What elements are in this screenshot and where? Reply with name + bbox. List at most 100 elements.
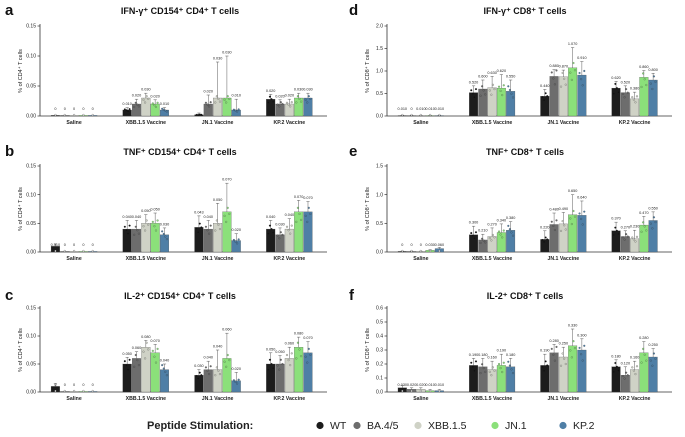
data-point <box>484 241 487 244</box>
data-point <box>438 113 441 117</box>
data-point <box>543 240 546 243</box>
bar-kp-2 <box>303 352 313 393</box>
value-label: 0.190 <box>540 349 550 353</box>
data-point <box>136 229 139 232</box>
data-point <box>73 249 76 253</box>
value-label: 0.030 <box>398 383 408 387</box>
legend-swatch-jn-1 <box>491 421 499 430</box>
data-point <box>279 101 282 104</box>
bar-kp-2 <box>648 356 658 393</box>
data-point <box>429 389 432 393</box>
data-point <box>401 389 404 393</box>
data-point <box>128 108 131 111</box>
data-point <box>569 217 572 220</box>
bar-jn-1 <box>150 352 160 393</box>
data-point <box>133 365 136 368</box>
data-point <box>279 231 282 234</box>
data-point <box>82 389 85 393</box>
x-category-label: JN.1 Vaccine <box>202 120 234 126</box>
value-label: 0.010 <box>435 107 445 111</box>
x-category-label: KP.2 Vaccine <box>274 120 306 126</box>
value-label: 0 <box>73 243 75 247</box>
data-point <box>195 227 198 230</box>
data-point <box>91 389 94 393</box>
value-label: 0.210 <box>478 229 488 233</box>
value-label: 0.370 <box>611 217 621 221</box>
y-tick-label: 0.10 <box>26 54 36 60</box>
data-point <box>473 96 476 99</box>
data-point <box>195 375 198 378</box>
panel-letter: a <box>5 2 14 19</box>
data-point <box>617 232 620 235</box>
data-point <box>232 238 235 241</box>
data-point <box>481 85 484 88</box>
value-label: 0.010 <box>160 102 170 106</box>
data-point <box>512 96 515 99</box>
data-point <box>134 225 137 228</box>
value-label: 0 <box>73 383 75 387</box>
data-point <box>546 95 549 98</box>
panel-b: b TNF⁺ CD154⁺ CD4⁺ T cells % of CD4⁺ T cel… <box>5 143 327 262</box>
bar-ba-4-5 <box>132 228 141 253</box>
bar-xbb-1-5 <box>284 103 294 117</box>
data-point <box>645 359 648 362</box>
data-point <box>306 101 309 104</box>
data-point <box>165 110 168 113</box>
data-point <box>128 224 131 227</box>
bar-ba-4-5 <box>620 236 630 253</box>
bar-wt <box>540 365 550 393</box>
value-label: 0.070 <box>222 178 232 182</box>
data-point <box>632 98 635 101</box>
data-point <box>507 360 510 363</box>
data-point <box>206 229 209 232</box>
bar-xbb-1-5 <box>558 76 568 117</box>
data-point <box>223 98 226 101</box>
data-point <box>488 89 491 92</box>
data-point <box>581 84 584 87</box>
data-point <box>137 364 140 367</box>
data-point <box>470 232 473 235</box>
legend: Peptide Stimulation: WT BA.4/5 XBB.1.5 JN.1 K… <box>147 420 595 432</box>
data-point <box>642 347 645 350</box>
data-point <box>307 95 310 98</box>
data-point <box>410 113 413 117</box>
data-point <box>91 113 94 117</box>
data-point <box>564 83 567 86</box>
data-point <box>206 103 209 106</box>
x-category-label: Saline <box>413 396 428 402</box>
value-label: 0.600 <box>478 75 488 79</box>
value-label: 0 <box>64 383 66 387</box>
value-label: 0.043 <box>194 210 204 214</box>
value-label: 0.490 <box>559 207 569 211</box>
data-point <box>214 374 217 377</box>
y-tick-label: 0.1 <box>376 376 383 382</box>
bar-jn-1 <box>568 214 578 253</box>
value-label: 0 <box>82 383 84 387</box>
data-point <box>200 113 203 116</box>
data-point <box>479 94 482 97</box>
x-category-label: XBB.1.5 Vaccine <box>472 256 512 262</box>
data-point <box>147 97 150 100</box>
value-label: 0.080 <box>141 335 151 339</box>
value-label: 0.640 <box>577 195 587 199</box>
x-category-label: JN.1 Vaccine <box>547 256 579 262</box>
data-point <box>572 62 575 65</box>
data-point <box>550 347 553 350</box>
data-point <box>304 355 307 358</box>
data-point <box>144 101 147 104</box>
data-point <box>234 240 237 243</box>
y-axis-label: % of CD4⁺ T cells <box>17 49 24 93</box>
data-point <box>507 85 510 88</box>
data-point <box>137 232 140 235</box>
value-label: 0 <box>92 243 94 247</box>
data-point <box>583 344 586 347</box>
data-point <box>490 93 493 96</box>
data-point <box>209 365 212 368</box>
data-point <box>123 225 126 228</box>
data-point <box>419 113 422 117</box>
value-label: 0 <box>82 243 84 247</box>
value-label: 0.860 <box>639 65 649 69</box>
data-point <box>614 362 617 365</box>
data-point <box>290 101 293 104</box>
data-point <box>640 85 643 88</box>
